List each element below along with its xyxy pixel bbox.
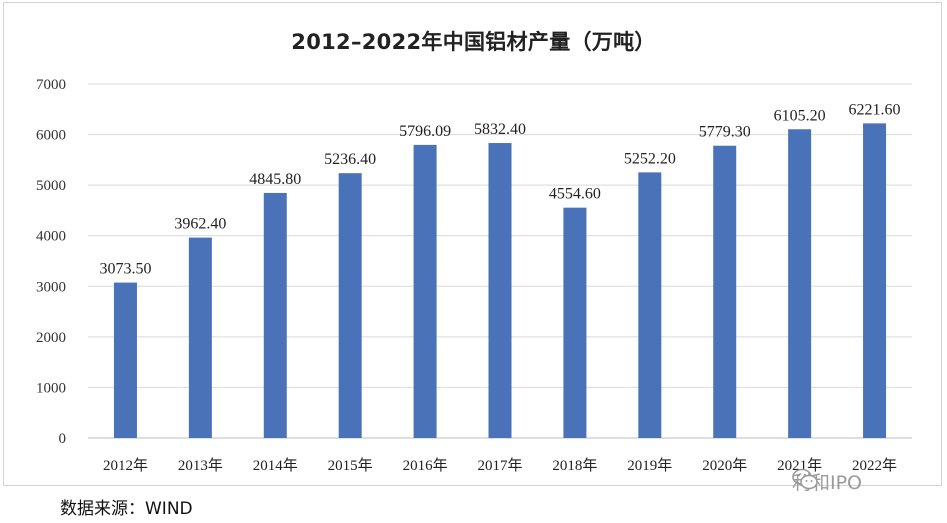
x-axis-ticks: 2012年 2013年 2014年 2015年 2016年 2017年 2018年 2019年… <box>103 457 897 474</box>
chart-title: 2012–2022年中国铝材产量（万吨） <box>291 30 656 54</box>
bar <box>638 172 662 439</box>
bar <box>113 282 137 438</box>
y-tick-label: 7000 <box>36 77 66 93</box>
data-label: 3073.50 <box>99 261 151 278</box>
x-tick-label: 2022年 <box>852 457 897 474</box>
bar <box>863 123 887 438</box>
data-label: 5832.40 <box>474 121 526 138</box>
data-label: 5252.20 <box>624 150 676 167</box>
x-tick-label: 2016年 <box>403 457 448 474</box>
source-note: 数据来源：WIND <box>60 499 193 519</box>
x-tick-label: 2018年 <box>552 457 597 474</box>
data-label: 6221.60 <box>849 101 901 118</box>
bar <box>713 145 737 438</box>
x-tick-label: 2017年 <box>477 457 522 474</box>
data-label: 4554.60 <box>549 186 601 203</box>
y-axis-ticks: 0 1000 2000 3000 4000 5000 6000 7000 <box>36 77 66 447</box>
data-label: 4845.80 <box>249 171 301 188</box>
bar <box>338 173 362 438</box>
data-label: 5779.30 <box>699 124 751 141</box>
data-label: 5236.40 <box>324 151 376 168</box>
x-tick-label: 2014年 <box>253 457 298 474</box>
data-label: 3962.40 <box>174 216 226 233</box>
bar <box>563 207 587 438</box>
bar <box>788 129 812 438</box>
y-tick-label: 3000 <box>36 279 66 295</box>
chart-frame <box>3 2 942 486</box>
data-labels: 3073.50 3962.40 4845.80 5236.40 5796.09 5832.… <box>99 101 900 277</box>
y-tick-label: 5000 <box>36 178 66 194</box>
data-label: 6105.20 <box>774 107 826 124</box>
y-tick-label: 4000 <box>36 229 66 245</box>
y-tick-label: 1000 <box>36 380 66 396</box>
x-tick-label: 2012年 <box>103 457 148 474</box>
x-tick-label: 2019年 <box>627 457 672 474</box>
wechat-icon <box>792 468 818 490</box>
bar <box>263 192 287 438</box>
y-tick-label: 2000 <box>36 330 66 346</box>
data-label: 5796.09 <box>399 123 451 140</box>
bars <box>113 123 887 439</box>
x-tick-label: 2020年 <box>702 457 747 474</box>
y-tick-label: 6000 <box>36 128 66 144</box>
y-tick-label: 0 <box>59 431 67 447</box>
watermark: 利和IPO <box>792 468 862 495</box>
bar <box>413 144 437 438</box>
x-tick-label: 2015年 <box>328 457 373 474</box>
x-tick-label: 2021年 <box>777 457 822 474</box>
bar <box>488 143 512 439</box>
bar <box>188 237 212 438</box>
x-tick-label: 2013年 <box>178 457 223 474</box>
